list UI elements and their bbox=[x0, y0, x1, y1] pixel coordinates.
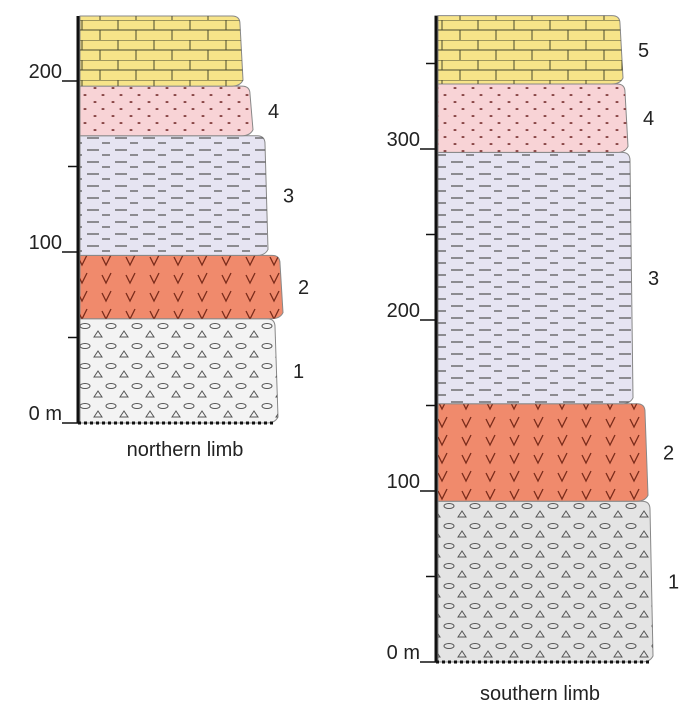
stratigraphic-columns: 1 2 3 4 0 m 100 200 northern limb 1 2 3 4 5 0 m 100 200… bbox=[0, 0, 679, 713]
layer-pattern bbox=[438, 152, 633, 403]
layer-pattern bbox=[80, 319, 278, 423]
tick-label: 300 bbox=[387, 129, 420, 151]
caption: northern limb bbox=[127, 439, 244, 461]
layer-pattern bbox=[80, 16, 243, 86]
layer-pattern bbox=[438, 404, 648, 501]
layer-label: 3 bbox=[648, 268, 659, 290]
layer-label: 4 bbox=[268, 101, 279, 123]
layer-label: 3 bbox=[283, 186, 294, 208]
layer-label: 1 bbox=[668, 572, 679, 594]
tick-label: 100 bbox=[387, 471, 420, 493]
tick-label: 0 m bbox=[387, 642, 420, 664]
tick-label: 200 bbox=[29, 61, 62, 83]
layer-pattern bbox=[80, 255, 283, 318]
tick-label: 100 bbox=[29, 232, 62, 254]
layer-label: 1 bbox=[293, 361, 304, 383]
layer-pattern bbox=[438, 84, 628, 152]
caption: southern limb bbox=[480, 683, 600, 705]
tick-label: 0 m bbox=[29, 403, 62, 425]
layer-pattern bbox=[438, 501, 653, 662]
layer-label: 2 bbox=[663, 443, 674, 465]
layer-pattern bbox=[438, 16, 623, 84]
layer-label: 4 bbox=[643, 108, 654, 130]
layer-label: 2 bbox=[298, 277, 309, 299]
layer-pattern bbox=[80, 136, 268, 256]
layer-pattern bbox=[80, 86, 253, 136]
layer-label: 5 bbox=[638, 40, 649, 62]
tick-label: 200 bbox=[387, 300, 420, 322]
